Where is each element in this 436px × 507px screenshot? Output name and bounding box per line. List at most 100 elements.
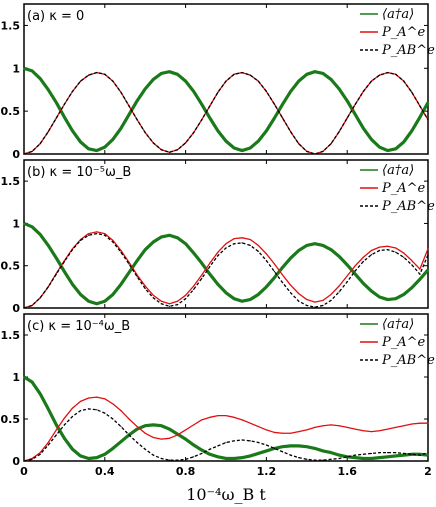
data-point xyxy=(39,297,41,299)
data-point xyxy=(96,71,98,74)
data-point xyxy=(241,439,243,441)
data-point xyxy=(362,90,364,93)
y-tick-label: 0.5 xyxy=(1,260,21,273)
y-tick-label: 1.5 xyxy=(1,19,21,32)
data-point xyxy=(185,458,187,460)
data-point xyxy=(249,422,251,424)
data-point xyxy=(152,294,154,296)
data-point xyxy=(104,398,106,400)
data-point xyxy=(209,117,211,119)
data-point xyxy=(47,286,49,288)
data-point xyxy=(31,226,33,228)
data-point xyxy=(185,298,187,300)
data-point xyxy=(395,298,397,300)
data-point xyxy=(225,292,227,294)
data-point xyxy=(330,452,332,454)
data-point xyxy=(273,263,276,265)
data-point xyxy=(79,400,82,402)
data-point xyxy=(265,450,267,452)
data-point xyxy=(419,105,421,107)
data-point xyxy=(63,103,65,105)
data-point xyxy=(338,454,340,456)
data-point xyxy=(112,403,114,405)
data-point xyxy=(257,425,259,428)
data-point xyxy=(185,243,187,245)
data-point xyxy=(55,273,57,275)
data-point xyxy=(419,273,421,275)
data-point xyxy=(314,71,316,73)
data-point xyxy=(411,423,413,425)
data-point xyxy=(281,103,284,105)
legend-entry: P_A^e xyxy=(381,181,426,196)
data-point xyxy=(201,277,203,279)
y-tick-label: 0.5 xyxy=(1,105,21,118)
data-point xyxy=(193,444,195,446)
data-point xyxy=(354,457,356,459)
data-point xyxy=(249,455,251,457)
data-point xyxy=(160,300,162,302)
data-point xyxy=(322,304,324,307)
data-point xyxy=(370,457,373,460)
data-point xyxy=(427,452,429,454)
data-point xyxy=(201,419,203,421)
data-point xyxy=(322,150,324,153)
data-point xyxy=(152,297,154,299)
data-point xyxy=(176,149,179,151)
data-point xyxy=(241,457,243,459)
data-point xyxy=(395,426,397,428)
data-point xyxy=(290,90,292,93)
data-point xyxy=(23,153,25,155)
legend-entry: ⟨a†a⟩ xyxy=(382,317,414,332)
plot-frame xyxy=(23,313,429,462)
data-point xyxy=(128,418,130,420)
legend-entry: P_AB^e xyxy=(381,353,435,368)
data-point xyxy=(281,432,284,434)
data-point xyxy=(209,273,211,275)
data-point xyxy=(31,381,33,383)
data-point xyxy=(346,426,348,428)
data-point xyxy=(55,272,57,274)
data-point xyxy=(257,140,259,142)
data-point xyxy=(136,441,138,444)
data-point xyxy=(306,73,308,75)
data-point xyxy=(306,446,308,448)
data-point xyxy=(225,441,227,444)
data-point xyxy=(273,276,276,279)
data-point xyxy=(193,90,195,93)
data-point xyxy=(79,455,82,457)
data-point xyxy=(112,138,114,141)
data-point xyxy=(233,238,235,240)
data-point xyxy=(411,260,413,262)
data-point xyxy=(298,300,300,302)
data-point xyxy=(322,425,324,427)
data-point xyxy=(136,428,138,430)
data-point xyxy=(241,237,243,239)
data-point xyxy=(47,244,49,247)
data-point xyxy=(104,453,106,455)
data-point xyxy=(217,283,219,285)
data-point xyxy=(112,418,114,420)
data-point xyxy=(88,300,90,302)
data-point xyxy=(209,105,211,107)
data-point xyxy=(88,232,90,235)
data-point xyxy=(31,70,33,72)
data-point xyxy=(88,234,90,236)
data-point xyxy=(176,459,179,461)
data-point xyxy=(217,130,219,132)
data-point xyxy=(322,459,324,461)
data-point xyxy=(233,416,235,418)
data-point xyxy=(193,131,195,134)
data-point xyxy=(88,457,90,460)
data-point xyxy=(120,410,122,412)
data-point xyxy=(330,424,332,426)
data-point xyxy=(378,249,381,252)
data-point xyxy=(160,149,162,151)
data-point xyxy=(257,244,259,247)
series-line-3 xyxy=(23,408,429,462)
data-point xyxy=(168,303,171,305)
data-point xyxy=(152,241,154,243)
data-point xyxy=(265,444,267,446)
data-point xyxy=(249,298,251,301)
data-point xyxy=(47,89,49,91)
data-point xyxy=(403,141,405,143)
